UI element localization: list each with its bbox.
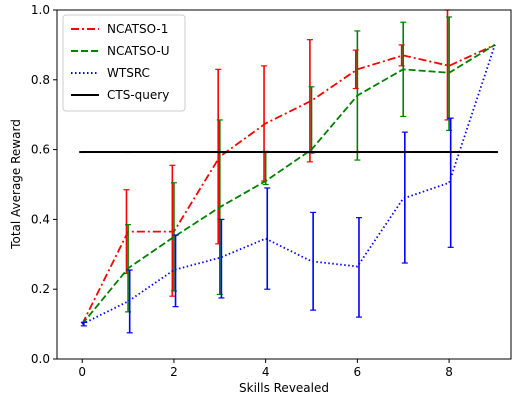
x-tick-label: 6 [354,365,362,379]
series-line-ncatso-1 [81,44,496,325]
y-tick-label: 0.6 [31,143,50,157]
y-tick-label: 0.0 [31,352,50,366]
legend: NCATSO-1 NCATSO-U WTSRC CTS-query [62,14,186,112]
x-axis-label: Skills Revealed [239,381,329,395]
y-tick-label: 1.0 [31,3,50,17]
x-tick-label: 2 [170,365,178,379]
x-tick-label: 8 [445,365,453,379]
legend-label-wtsrc: WTSRC [107,66,150,80]
legend-label-cts-query: CTS-query [107,88,169,102]
x-tick-label: 0 [78,365,86,379]
plot-frame [56,9,512,360]
y-tick-label: 0.4 [31,212,50,226]
x-tick-label: 4 [262,365,270,379]
y-axis-label: Total Average Reward [9,119,23,250]
legend-label-ncatso-u: NCATSO-U [107,44,169,58]
legend-box [62,14,186,112]
y-tick-label: 0.8 [31,73,50,87]
series-line-ncatso-u [81,44,496,325]
y-tick-label: 0.2 [31,282,50,296]
legend-label-ncatso-1: NCATSO-1 [107,22,168,36]
